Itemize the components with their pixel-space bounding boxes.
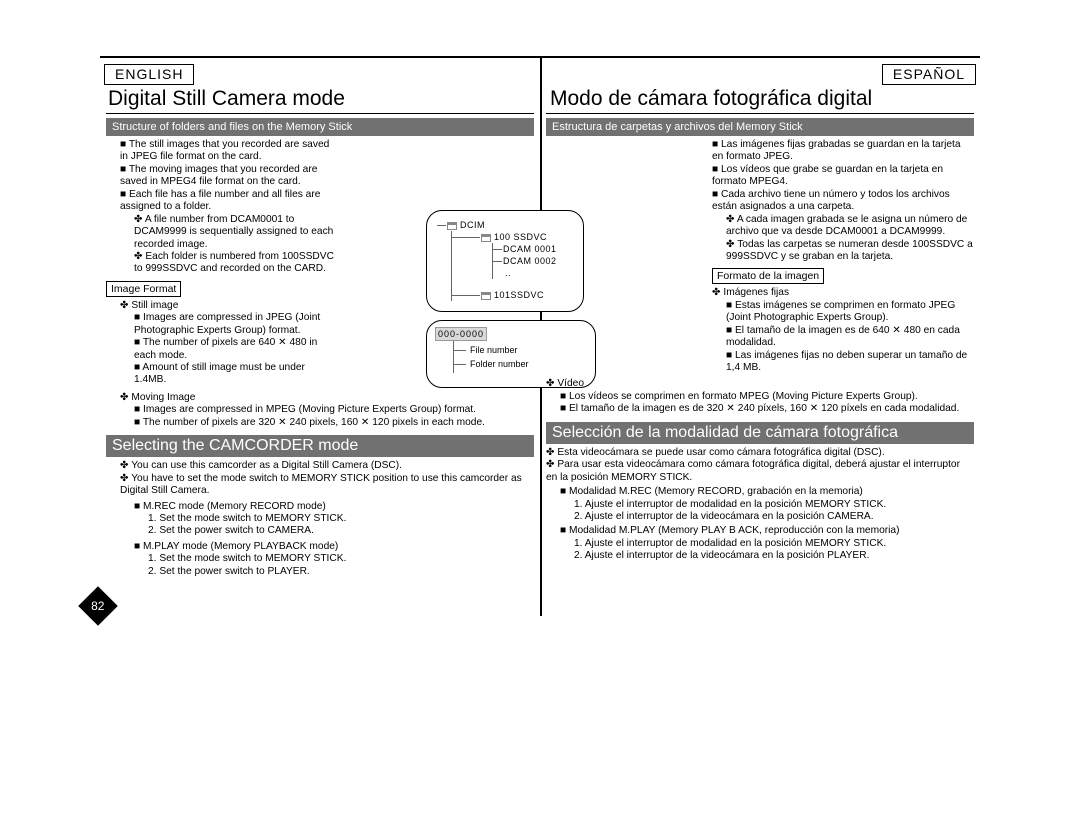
text: You have to set the mode switch to MEMOR… bbox=[120, 473, 522, 496]
mode-title-english: Digital Still Camera mode bbox=[106, 85, 534, 114]
text: Moving Image bbox=[131, 392, 195, 403]
file-number-label: File number bbox=[470, 345, 518, 355]
text: M.REC mode (Memory RECORD mode) bbox=[143, 501, 326, 512]
text: The number of pixels are 320 ✕ 240 pixel… bbox=[143, 417, 485, 428]
text: Each file has a file number and all file… bbox=[120, 189, 320, 212]
folder-icon bbox=[447, 222, 457, 230]
text: 2. Ajuste el interruptor de la videocáma… bbox=[546, 550, 974, 562]
text: Los vídeos que grabe se guardan en la ta… bbox=[712, 164, 943, 187]
selecting-header-en: Selecting the CAMCORDER mode bbox=[106, 435, 534, 457]
structure-header-es: Estructura de carpetas y archivos del Me… bbox=[546, 118, 974, 136]
moving-image-es: ✤ Vídeo ■ Los vídeos se comprimen en for… bbox=[546, 378, 974, 415]
text: Todas las carpetas se numeran desde 100S… bbox=[726, 239, 973, 262]
text: Las imágenes fijas grabadas se guardan e… bbox=[712, 139, 961, 162]
text: 2. Set the power switch to PLAYER. bbox=[106, 566, 534, 578]
selecting-body-es: ✤ Esta videocámara se puede usar como cá… bbox=[546, 447, 974, 563]
text: 1. Set the mode switch to MEMORY STICK. bbox=[106, 513, 534, 525]
text: Las imágenes fijas no deben superar un t… bbox=[726, 350, 967, 373]
text: 1. Set the mode switch to MEMORY STICK. bbox=[106, 553, 534, 565]
right-column: ESPAÑOL Modo de cámara fotográfica digit… bbox=[540, 58, 980, 616]
text: 1. Ajuste el interruptor de modalidad en… bbox=[546, 538, 974, 550]
text: Para usar esta videocámara como cámara f… bbox=[546, 459, 960, 482]
text: Cada archivo tiene un número y todos los… bbox=[712, 189, 950, 212]
manual-page: ENGLISH Digital Still Camera mode Struct… bbox=[100, 56, 980, 616]
structure-header-en: Structure of folders and files on the Me… bbox=[106, 118, 534, 136]
text: Each folder is numbered from 100SSDVC to… bbox=[134, 251, 334, 274]
text: 2. Set the power switch to CAMERA. bbox=[106, 525, 534, 537]
text: The number of pixels are 640 ✕ 480 in ea… bbox=[134, 337, 317, 360]
text: Los vídeos se comprimen en formato MPEG … bbox=[569, 391, 918, 402]
folder-icon bbox=[481, 292, 491, 300]
text: El tamaño de la imagen es de 320 ✕ 240 p… bbox=[569, 403, 959, 414]
text: M.PLAY mode (Memory PLAYBACK mode) bbox=[143, 541, 338, 552]
text: Imágenes fijas bbox=[723, 287, 789, 298]
language-label-espanol: ESPAÑOL bbox=[882, 64, 976, 85]
text: A file number from DCAM0001 to DCAM9999 … bbox=[134, 214, 333, 250]
text: El tamaño de la imagen es de 640 ✕ 480 e… bbox=[726, 325, 960, 348]
image-format-header-es: Formato de la imagen bbox=[712, 268, 824, 284]
image-format-header-en: Image Format bbox=[106, 281, 181, 297]
file-number-tag: 000-0000 bbox=[435, 327, 487, 341]
tree-dots: .. bbox=[505, 268, 511, 278]
text: Amount of still image must be under 1.4M… bbox=[134, 362, 305, 385]
tree-folder: 101SSDVC bbox=[494, 290, 544, 300]
tree-root: DCIM bbox=[460, 220, 485, 230]
selecting-header-es: Selección de la modalidad de cámara foto… bbox=[546, 422, 974, 444]
text: A cada imagen grabada se le asigna un nú… bbox=[726, 214, 967, 237]
text: Modalidad M.REC (Memory RECORD, grabació… bbox=[569, 486, 863, 497]
text: Estas imágenes se comprimen en formato J… bbox=[726, 300, 955, 323]
text: Esta videocámara se puede usar como cáma… bbox=[557, 447, 884, 458]
folder-number-label: Folder number bbox=[470, 359, 529, 369]
structure-body-en: ■ The still images that you recorded are… bbox=[106, 139, 336, 276]
mode-title-espanol: Modo de cámara fotográfica digital bbox=[546, 85, 974, 114]
page-number: 82 bbox=[91, 599, 104, 613]
structure-body-es: ■ Las imágenes fijas grabadas se guardan… bbox=[712, 139, 974, 263]
still-image-en: ✤ Still image ■ Images are compressed in… bbox=[106, 300, 336, 387]
text: Modalidad M.PLAY (Memory PLAY B ACK, rep… bbox=[569, 525, 899, 536]
text: Images are compressed in JPEG (Joint Pho… bbox=[134, 312, 320, 335]
page-number-badge: 82 bbox=[78, 586, 118, 626]
folder-icon bbox=[481, 234, 491, 242]
still-image-es: ✤ Imágenes fijas ■ Estas imágenes se com… bbox=[712, 287, 974, 374]
text: Still image bbox=[131, 300, 178, 311]
text: Vídeo bbox=[557, 378, 584, 389]
text: 1. Ajuste el interruptor de modalidad en… bbox=[546, 499, 974, 511]
text: You can use this camcorder as a Digital … bbox=[131, 460, 402, 471]
language-label-english: ENGLISH bbox=[104, 64, 194, 85]
text: The still images that you recorded are s… bbox=[120, 139, 329, 162]
selecting-body-en: ✤ You can use this camcorder as a Digita… bbox=[106, 460, 534, 578]
text: The moving images that you recorded are … bbox=[120, 164, 317, 187]
text: 2. Ajuste el interruptor de la videocáma… bbox=[546, 511, 974, 523]
